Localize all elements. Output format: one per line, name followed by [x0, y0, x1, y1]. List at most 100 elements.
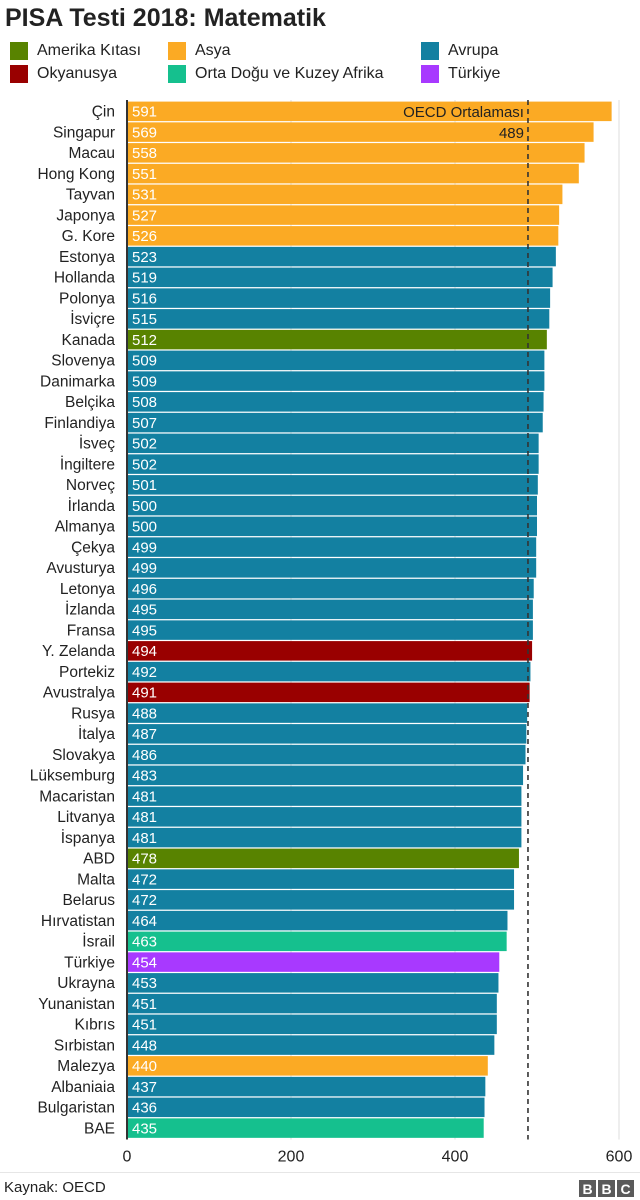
category-label: Y. Zelanda	[42, 643, 115, 660]
bar	[127, 890, 515, 910]
bar-value-label: 491	[132, 685, 157, 702]
category-label: İspanya	[61, 829, 116, 847]
category-label: Hollanda	[54, 270, 116, 287]
footer-divider	[0, 1172, 640, 1173]
bar-value-label: 502	[132, 456, 157, 473]
category-label: Lüksemburg	[30, 768, 115, 785]
bbc-logo-block: B	[598, 1180, 615, 1197]
bar	[127, 350, 545, 371]
bar-value-label: 495	[132, 622, 157, 639]
bar	[127, 1014, 497, 1035]
bar-value-label: 483	[132, 768, 157, 785]
bar-value-label: 435	[132, 1120, 157, 1137]
legend-swatch-orta-dogu	[168, 65, 186, 83]
bar	[127, 973, 499, 993]
x-tick-label: 600	[606, 1149, 633, 1166]
bar	[127, 931, 507, 952]
bar-value-label: 481	[132, 788, 157, 805]
bar	[127, 1035, 495, 1055]
legend-swatch-okyanusya	[10, 65, 28, 83]
legend-item-turkiye: Türkiye	[421, 64, 500, 84]
category-label: Letonya	[60, 581, 116, 598]
bar	[127, 807, 522, 827]
bar-chart: 591 Çin 569 Singapur 558 Macau 551 Hong Kong 531…	[30, 100, 633, 1166]
legend-label-avrupa: Avrupa	[448, 42, 499, 59]
category-label: Hong Kong	[37, 166, 115, 183]
legend-item-orta-dogu: Orta Doğu ve Kuzey Afrika	[168, 64, 384, 84]
bar-value-label: 499	[132, 560, 157, 577]
bar-value-label: 516	[132, 290, 157, 307]
category-label: Malta	[77, 871, 115, 888]
x-tick-label: 200	[278, 1149, 305, 1166]
category-label: Polonya	[59, 290, 115, 307]
x-tick-label: 400	[442, 1149, 469, 1166]
bar-value-label: 451	[132, 996, 157, 1013]
bar-value-label: 509	[132, 353, 157, 370]
bar	[127, 1097, 485, 1118]
bar	[127, 765, 524, 786]
bar	[127, 993, 497, 1014]
bar-value-label: 494	[132, 643, 157, 660]
bar-value-label: 531	[132, 187, 157, 204]
bar-value-label: 501	[132, 477, 157, 494]
category-label: İsrail	[82, 933, 115, 951]
category-label: Sırbistan	[54, 1037, 115, 1054]
bar-value-label: 463	[132, 934, 157, 951]
bar	[127, 827, 522, 848]
bar-value-label: 551	[132, 166, 157, 183]
bar	[127, 267, 553, 288]
category-label: Yunanistan	[38, 996, 115, 1013]
bar	[127, 288, 551, 308]
bar	[127, 1118, 484, 1138]
bar-value-label: 440	[132, 1058, 157, 1075]
bar	[127, 537, 537, 557]
bar-value-label: 508	[132, 394, 157, 411]
bar-value-label: 500	[132, 498, 157, 515]
category-label: Rusya	[71, 705, 115, 722]
bar	[127, 786, 522, 806]
bar-value-label: 526	[132, 228, 157, 245]
legend-label-orta-dogu: Orta Doğu ve Kuzey Afrika	[195, 65, 384, 82]
bar-value-label: 519	[132, 270, 157, 287]
legend-label-asya: Asya	[195, 42, 231, 59]
bbc-logo-block: B	[579, 1180, 596, 1197]
category-label: Bulgaristan	[37, 1100, 115, 1117]
category-label: İsviçre	[70, 310, 115, 328]
bar-value-label: 515	[132, 311, 157, 328]
category-label: Albaniaia	[51, 1079, 115, 1096]
bar-value-label: 454	[132, 954, 157, 971]
category-label: Hırvatistan	[41, 913, 115, 930]
legend-swatch-avrupa	[421, 42, 439, 60]
category-label: Macaristan	[39, 788, 115, 805]
category-label: Ukrayna	[57, 975, 115, 992]
category-label: Avustralya	[43, 685, 115, 702]
legend-item-okyanusya: Okyanusya	[10, 64, 117, 84]
bar	[127, 412, 543, 433]
bar-value-label: 481	[132, 809, 157, 826]
bar	[127, 143, 585, 163]
chart-title: PISA Testi 2018: Matematik	[5, 4, 326, 32]
bar	[127, 1056, 488, 1076]
legend-item-avrupa: Avrupa	[421, 41, 498, 61]
legend-swatch-asya	[168, 42, 186, 60]
bbc-logo: B B C	[579, 1180, 634, 1197]
bbc-logo-block: C	[617, 1180, 634, 1197]
category-label: Fransa	[67, 622, 116, 639]
bar-value-label: 502	[132, 436, 157, 453]
bar-value-label: 448	[132, 1037, 157, 1054]
category-label: Kanada	[62, 332, 116, 349]
category-label: Belçika	[65, 394, 115, 411]
category-label: Tayvan	[66, 187, 115, 204]
bar	[127, 724, 527, 744]
legend-label-okyanusya: Okyanusya	[37, 65, 118, 82]
category-label: İngiltere	[60, 455, 115, 473]
category-label: Norveç	[66, 477, 115, 494]
bar-value-label: 451	[132, 1017, 157, 1034]
category-label: İtalya	[78, 725, 115, 743]
category-label: Malezya	[57, 1058, 115, 1075]
category-label: Portekiz	[59, 664, 115, 681]
bar	[127, 952, 500, 972]
bar	[127, 371, 545, 391]
bar-value-label: 472	[132, 892, 157, 909]
bar-value-label: 488	[132, 705, 157, 722]
